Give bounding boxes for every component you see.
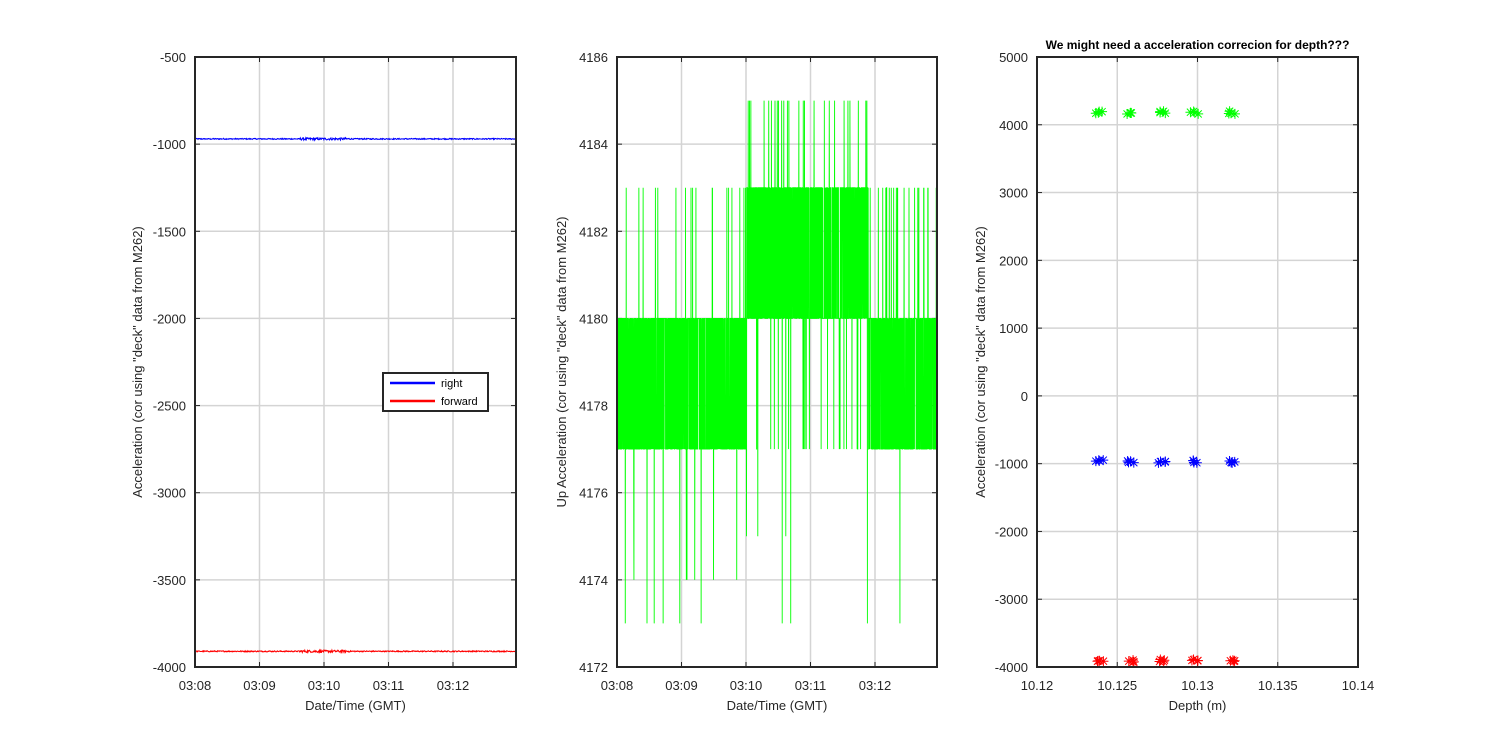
y-tick-label: -1500 xyxy=(153,224,186,239)
y-tick-label: 4174 xyxy=(579,573,608,588)
scatter-point xyxy=(1128,655,1139,666)
scatter-point xyxy=(1153,457,1164,468)
x-tick-label: 03:10 xyxy=(308,678,341,693)
y-tick-label: -4000 xyxy=(995,660,1028,675)
scatter-point xyxy=(1128,457,1139,468)
scatter-point xyxy=(1122,455,1133,466)
scatter-point xyxy=(1160,108,1171,119)
y-tick-label: -1000 xyxy=(995,457,1028,472)
scatter-point xyxy=(1098,656,1109,667)
x-tick-label: 10.13 xyxy=(1181,678,1214,693)
y-tick-label: 4180 xyxy=(579,311,608,326)
y-axis-label: Up Acceleration (cor using "deck" data f… xyxy=(554,216,569,507)
scatter-point xyxy=(1090,456,1101,467)
y-tick-label: 4184 xyxy=(579,137,608,152)
x-axis-label: Date/Time (GMT) xyxy=(727,698,828,713)
scatter-point xyxy=(1159,655,1170,666)
scatter-point xyxy=(1155,654,1166,665)
y-tick-label: -2000 xyxy=(153,311,186,326)
x-tick-label: 10.125 xyxy=(1097,678,1137,693)
y-tick-label: 1000 xyxy=(999,321,1028,336)
scatter-point xyxy=(1227,457,1238,468)
y-tick-label: -2500 xyxy=(153,399,186,414)
scatter-series-2 xyxy=(1090,455,1240,468)
axes-2: 03:08 03:09 03:10 03:11 03:12 4172 4174 4176 417… xyxy=(554,50,938,713)
x-tick-label: 03:12 xyxy=(437,678,470,693)
x-tick-label: 10.135 xyxy=(1258,678,1298,693)
y-tick-label: -3000 xyxy=(153,486,186,501)
x-tick-label: 03:09 xyxy=(665,678,698,693)
y-tick-label: 4176 xyxy=(579,486,608,501)
axes-box xyxy=(616,56,938,668)
scatter-point xyxy=(1155,106,1166,117)
scatter-point xyxy=(1160,456,1171,467)
x-tick-label: 03:08 xyxy=(601,678,634,693)
scatter-point xyxy=(1192,655,1203,666)
scatter-point xyxy=(1224,455,1235,466)
y-tick-label: -4000 xyxy=(153,660,186,675)
scatter-point xyxy=(1188,654,1199,665)
y-tick-label: 2000 xyxy=(999,253,1028,268)
y-tick-label: 4172 xyxy=(579,660,608,675)
scatter-point xyxy=(1123,656,1134,667)
scatter-point xyxy=(1189,107,1200,118)
y-tick-label: -3000 xyxy=(995,592,1028,607)
axes-box xyxy=(194,56,517,668)
scatter-point xyxy=(1229,108,1240,119)
x-tick-label: 03:11 xyxy=(795,678,827,693)
axes-box xyxy=(1036,56,1359,668)
series-line-right xyxy=(194,136,517,142)
scatter-point xyxy=(1128,656,1139,667)
scatter-point xyxy=(1188,457,1199,468)
scatter-point xyxy=(1186,655,1197,666)
series-line-up xyxy=(616,100,938,624)
legend: right forward xyxy=(382,372,489,412)
scatter-point xyxy=(1125,107,1136,118)
scatter-series-1 xyxy=(1090,106,1240,119)
x-tick-label: 03:09 xyxy=(243,678,276,693)
y-tick-label: 3000 xyxy=(999,186,1028,201)
scatter-point xyxy=(1193,108,1204,119)
legend-box xyxy=(382,372,489,412)
scatter-point xyxy=(1098,455,1109,466)
y-tick-label: -500 xyxy=(160,50,186,65)
x-tick-label: 03:08 xyxy=(179,678,212,693)
scatter-point xyxy=(1090,108,1101,119)
scatter-point xyxy=(1225,108,1236,119)
y-tick-label: -1000 xyxy=(153,137,186,152)
axes-3: 10.12 10.125 10.13 10.135 10.14 -4000 -3000 -20… xyxy=(973,38,1374,713)
x-tick-label: 03:10 xyxy=(730,678,763,693)
x-tick-label: 03:12 xyxy=(859,678,892,693)
scatter-point xyxy=(1188,455,1199,466)
series-line-forward xyxy=(194,648,517,655)
chart-title: We might need a acceleration correcion f… xyxy=(1046,38,1350,52)
legend-label-forward: forward xyxy=(441,396,478,408)
x-axis-label: Date/Time (GMT) xyxy=(305,698,406,713)
y-tick-label: 4182 xyxy=(579,224,608,239)
scatter-point xyxy=(1094,106,1105,117)
scatter-series-3 xyxy=(1092,654,1240,668)
scatter-point xyxy=(1122,108,1133,119)
x-tick-label: 03:11 xyxy=(373,678,405,693)
y-axis-label: Acceleration (cor using "deck" data from… xyxy=(130,226,145,498)
scatter-point xyxy=(1093,655,1104,666)
y-axis-label: Acceleration (cor using "deck" data from… xyxy=(973,226,988,498)
y-tick-label: -3500 xyxy=(153,573,186,588)
y-tick-label: 4186 xyxy=(579,50,608,65)
y-tick-label: 4178 xyxy=(579,399,608,414)
y-tick-label: 4000 xyxy=(999,118,1028,133)
scatter-point xyxy=(1158,656,1169,667)
legend-label-right: right xyxy=(441,378,462,390)
y-tick-label: -2000 xyxy=(995,524,1028,539)
x-tick-label: 10.12 xyxy=(1021,678,1054,693)
axes-1: 03:08 03:09 03:10 03:11 03:12 -4000 -3500 -3000… xyxy=(130,50,517,713)
y-tick-label: 0 xyxy=(1021,389,1028,404)
scatter-point xyxy=(1229,655,1240,666)
y-tick-label: 5000 xyxy=(999,50,1028,65)
x-axis-label: Depth (m) xyxy=(1169,698,1227,713)
x-tick-label: 10.14 xyxy=(1342,678,1375,693)
